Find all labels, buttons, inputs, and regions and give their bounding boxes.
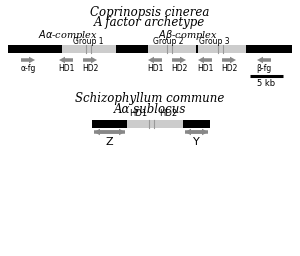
Text: $A\alpha$-complex: $A\alpha$-complex <box>38 28 98 42</box>
Text: $A\beta$-complex: $A\beta$-complex <box>158 28 218 42</box>
Text: A factor archetype: A factor archetype <box>94 16 206 29</box>
Text: HD1: HD1 <box>147 64 163 73</box>
Bar <box>127 120 183 128</box>
Text: α-fg: α-fg <box>20 64 36 73</box>
Text: HD2: HD2 <box>159 109 177 118</box>
FancyArrow shape <box>94 129 125 135</box>
FancyArrow shape <box>148 57 162 63</box>
Text: Group 1: Group 1 <box>73 37 103 46</box>
FancyArrow shape <box>21 57 35 63</box>
FancyArrow shape <box>198 57 212 63</box>
Text: Y: Y <box>193 137 200 147</box>
Text: Group 3: Group 3 <box>199 37 229 46</box>
Text: Group 2: Group 2 <box>153 37 183 46</box>
Text: HD2: HD2 <box>171 64 187 73</box>
Text: Schizophyllum commune: Schizophyllum commune <box>75 92 225 105</box>
Text: HD1: HD1 <box>197 64 213 73</box>
Text: 5 kb: 5 kb <box>257 79 276 88</box>
FancyArrow shape <box>59 57 73 63</box>
Text: Coprinopsis cinerea: Coprinopsis cinerea <box>90 6 210 19</box>
Bar <box>62 45 116 53</box>
FancyArrow shape <box>222 57 236 63</box>
FancyArrow shape <box>185 129 208 135</box>
Bar <box>92 120 210 128</box>
Text: β-fg: β-fg <box>256 64 272 73</box>
FancyArrow shape <box>185 129 208 135</box>
FancyArrow shape <box>83 57 97 63</box>
Text: HD1: HD1 <box>58 64 74 73</box>
Text: HD2: HD2 <box>221 64 237 73</box>
FancyArrow shape <box>94 129 125 135</box>
Text: Aα sublocus: Aα sublocus <box>114 103 186 116</box>
Bar <box>8 45 292 53</box>
Bar <box>198 45 246 53</box>
FancyArrow shape <box>172 57 186 63</box>
FancyArrow shape <box>257 57 271 63</box>
Text: Z: Z <box>106 137 113 147</box>
Text: HD1: HD1 <box>129 109 147 118</box>
Bar <box>148 45 196 53</box>
Text: HD2: HD2 <box>82 64 98 73</box>
